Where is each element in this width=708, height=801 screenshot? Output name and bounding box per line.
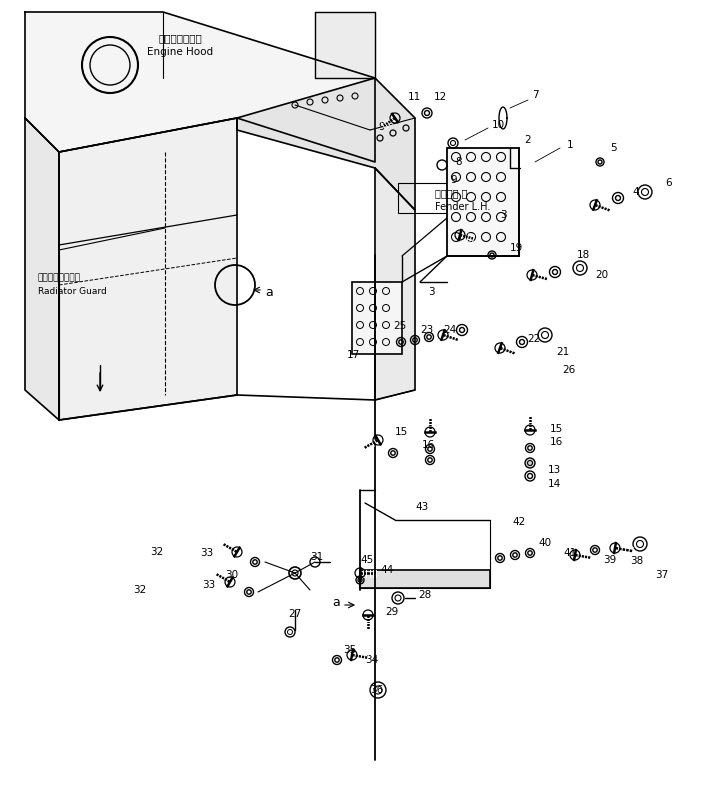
Text: 6: 6 (665, 178, 672, 188)
Text: 41: 41 (563, 548, 576, 558)
Text: 43: 43 (415, 502, 428, 512)
Text: 15: 15 (395, 427, 409, 437)
Text: 15: 15 (550, 424, 564, 434)
Text: 28: 28 (418, 590, 431, 600)
Text: 29: 29 (385, 607, 398, 617)
Text: 31: 31 (310, 552, 324, 562)
Bar (447, 148, 519, 256)
Text: 16: 16 (422, 440, 435, 450)
Text: 16: 16 (550, 437, 564, 447)
Text: 12: 12 (434, 92, 447, 102)
Text: 23: 23 (420, 325, 433, 335)
Text: 7: 7 (532, 90, 539, 100)
Text: 9: 9 (450, 175, 457, 185)
Polygon shape (59, 118, 237, 420)
Text: 22: 22 (527, 334, 540, 344)
Text: 11: 11 (408, 92, 421, 102)
Text: 30: 30 (225, 570, 238, 580)
Text: 42: 42 (512, 517, 525, 527)
Circle shape (310, 557, 320, 567)
Text: 8: 8 (455, 157, 462, 167)
Text: 40: 40 (538, 538, 551, 548)
Text: 25: 25 (393, 321, 406, 331)
Text: 5: 5 (610, 143, 617, 153)
Text: Engine Hood: Engine Hood (147, 47, 213, 57)
Text: 36: 36 (370, 685, 383, 695)
Text: 3: 3 (428, 287, 435, 297)
Text: 3: 3 (500, 210, 507, 220)
Text: 2: 2 (524, 135, 530, 145)
Text: 14: 14 (548, 479, 561, 489)
Text: 19: 19 (510, 243, 523, 253)
Polygon shape (237, 78, 415, 210)
Text: エンジンフード: エンジンフード (158, 33, 202, 43)
Text: 34: 34 (365, 655, 378, 665)
Text: 32: 32 (133, 585, 147, 595)
Text: 18: 18 (577, 250, 590, 260)
Bar (360, 570, 490, 588)
Polygon shape (315, 12, 375, 78)
Text: 24: 24 (443, 325, 456, 335)
Bar (352, 282, 402, 354)
Text: 45: 45 (360, 555, 373, 565)
Text: フェンダ 左: フェンダ 左 (435, 188, 467, 198)
Polygon shape (25, 118, 59, 420)
Polygon shape (375, 168, 415, 400)
Bar (398, 183, 488, 213)
Text: 26: 26 (562, 365, 575, 375)
Text: 20: 20 (595, 270, 608, 280)
Polygon shape (25, 12, 375, 162)
Text: 33: 33 (200, 548, 213, 558)
Text: 38: 38 (630, 556, 644, 566)
Text: 37: 37 (655, 570, 668, 580)
Text: 9: 9 (378, 122, 384, 132)
Circle shape (525, 458, 535, 468)
Text: 44: 44 (380, 565, 393, 575)
Text: 27: 27 (288, 609, 301, 619)
Text: Fender L.H.: Fender L.H. (435, 202, 491, 212)
Text: 10: 10 (492, 120, 505, 130)
Text: 33: 33 (202, 580, 215, 590)
Text: 39: 39 (603, 555, 616, 565)
Text: 1: 1 (567, 140, 573, 150)
Text: ラジエータガード: ラジエータガード (38, 273, 81, 283)
Text: a: a (332, 597, 340, 610)
Text: 35: 35 (343, 645, 356, 655)
Text: 4: 4 (632, 187, 639, 197)
Text: 32: 32 (150, 547, 164, 557)
Text: Radiator Guard: Radiator Guard (38, 288, 107, 296)
Text: 21: 21 (556, 347, 569, 357)
Text: a: a (265, 287, 273, 300)
Text: 13: 13 (548, 465, 561, 475)
Text: 17: 17 (347, 350, 360, 360)
